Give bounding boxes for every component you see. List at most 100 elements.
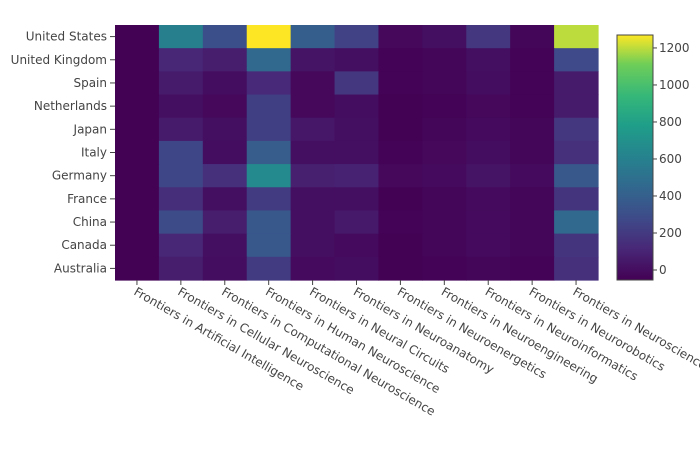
heatmap-cell [115,187,160,212]
colorbar-tick-label: 200 [659,226,682,240]
heatmap-cell [378,94,423,119]
heatmap-cell [422,210,467,235]
heatmap-cell [510,140,555,165]
heatmap-cell [115,48,160,72]
heatmap-cell [378,187,423,212]
heatmap-cell [202,25,248,49]
heatmap-cell [115,256,160,281]
heatmap-cell [290,71,336,96]
heatmap-cell [202,233,248,258]
heatmap-cell [202,94,248,119]
heatmap-cell [334,48,380,72]
heatmap-cell [378,233,423,258]
heatmap-cell [246,256,292,281]
heatmap-cell [290,233,336,258]
heatmap-cell [554,117,599,142]
y-tick-label: United Kingdom [11,53,107,67]
heatmap-cell [115,117,160,142]
heatmap-cell [158,164,204,188]
heatmap-cell [466,117,511,142]
heatmap-cell [554,94,599,119]
heatmap-cell [554,48,599,72]
heatmap-cell [202,256,248,281]
heatmap-cell [158,187,204,212]
heatmap-cell [334,187,380,212]
y-tick-label: Netherlands [34,99,107,113]
heatmap-cell [246,25,292,49]
heatmap-cell [158,233,204,258]
heatmap-cell [246,164,292,188]
heatmap-cell [334,94,380,119]
colorbar-tick-label: 1200 [659,41,690,55]
y-tick-label: Japan [73,122,107,136]
heatmap-cell [202,140,248,165]
heatmap-cell [466,233,511,258]
heatmap-cell [246,117,292,142]
heatmap-cell [246,94,292,119]
heatmap-cell [422,140,467,165]
heatmap-cell [554,187,599,212]
heatmap-cell [334,164,380,188]
heatmap-cell [334,210,380,235]
y-tick-label: Spain [73,76,107,90]
heatmap-cell [202,187,248,212]
heatmap-cell [158,117,204,142]
heatmap-cell [334,71,380,96]
heatmap-cell [422,48,467,72]
heatmap-cell [378,140,423,165]
heatmap-cell [115,94,160,119]
heatmap-cell [202,48,248,72]
heatmap-cell [466,164,511,188]
heatmap-cell [554,25,599,49]
y-axis-labels: United States United Kingdom Spain Netherla… [11,30,115,275]
heatmap-cell [115,25,160,49]
heatmap-cell [422,94,467,119]
heatmap-cell [115,210,160,235]
colorbar-tick-label: 600 [659,152,682,166]
heatmap-cell [334,256,380,281]
heatmap-cell [290,256,336,281]
heatmap-cell [202,71,248,96]
heatmap-cell [334,25,380,49]
heatmap-cell [422,187,467,212]
colorbar-tick-label: 1000 [659,78,690,92]
heatmap-cell [378,164,423,188]
heatmap-cell [422,256,467,281]
heatmap-cell [554,256,599,281]
heatmap-cell [246,210,292,235]
heatmap-cell [290,164,336,188]
heatmap-cell [334,117,380,142]
heatmap-cell [466,48,511,72]
heatmap-cell [378,48,423,72]
heatmap-cell [334,140,380,165]
heatmap-cell [510,48,555,72]
x-axis-labels: Frontiers in Artificial IntelligenceFron… [131,280,700,419]
heatmap-cell [246,71,292,96]
heatmap-cell [554,140,599,165]
heatmap-cell [510,25,555,49]
heatmap-cell [115,233,160,258]
y-tick-label: China [73,215,107,229]
heatmap-cell [510,94,555,119]
heatmap-cell [202,117,248,142]
colorbar-tick-label: 800 [659,115,682,129]
heatmap-cell [378,71,423,96]
heatmap-cell [422,164,467,188]
colorbar-tick-label: 400 [659,189,682,203]
heatmap-cell [290,48,336,72]
y-tick-label: United States [26,30,107,44]
heatmap-cell [158,94,204,119]
heatmap-cell [158,140,204,165]
heatmap-cell [290,94,336,119]
heatmap-cell [246,140,292,165]
heatmap-cell [290,117,336,142]
heatmap-cell [466,71,511,96]
heatmap-cell [290,25,336,49]
heatmap-cell [422,71,467,96]
heatmap-cell [378,117,423,142]
heatmap-cell [290,140,336,165]
heatmap-cell [158,25,204,49]
y-tick-label: Canada [61,238,107,252]
